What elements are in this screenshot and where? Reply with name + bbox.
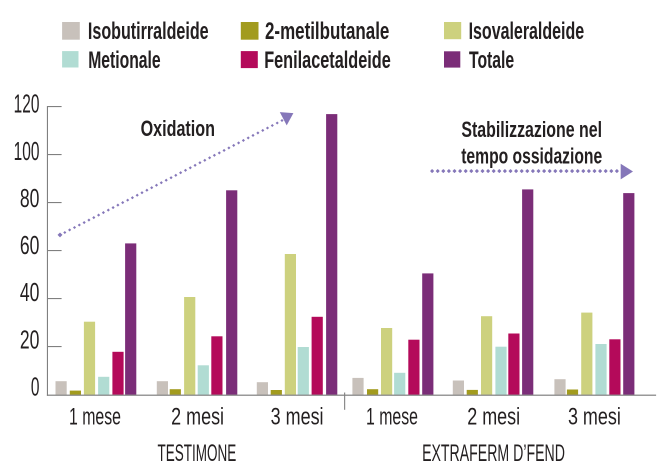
svg-text:80: 80 xyxy=(20,184,40,213)
svg-text:EXTRAFERM D’FEND: EXTRAFERM D’FEND xyxy=(422,440,565,467)
svg-text:Isobutirraldeide: Isobutirraldeide xyxy=(88,19,209,45)
svg-text:60: 60 xyxy=(20,231,40,260)
svg-text:1 mese: 1 mese xyxy=(366,404,418,430)
svg-text:20: 20 xyxy=(20,325,40,354)
svg-text:Stabilizzazione nel: Stabilizzazione nel xyxy=(461,118,602,142)
svg-text:Metionale: Metionale xyxy=(88,48,160,74)
svg-text:100: 100 xyxy=(14,138,40,166)
svg-text:Isovaleraldeide: Isovaleraldeide xyxy=(469,19,585,45)
svg-text:3 mesi: 3 mesi xyxy=(568,404,621,430)
svg-text:Fenilacetaldeide: Fenilacetaldeide xyxy=(264,47,391,74)
svg-text:1 mese: 1 mese xyxy=(69,404,121,430)
svg-text:120: 120 xyxy=(14,91,40,119)
svg-text:tempo ossidazione: tempo ossidazione xyxy=(461,145,602,169)
svg-text:40: 40 xyxy=(20,278,40,307)
svg-text:2 mesi: 2 mesi xyxy=(171,404,224,430)
svg-text:Totale: Totale xyxy=(469,48,514,74)
svg-text:0: 0 xyxy=(31,374,40,402)
svg-text:2 mesi: 2 mesi xyxy=(467,404,520,430)
svg-text:Oxidation: Oxidation xyxy=(141,117,215,142)
svg-text:3 mesi: 3 mesi xyxy=(271,404,324,430)
svg-text:TESTIMONE: TESTIMONE xyxy=(157,440,236,467)
svg-text:2-metilbutanale: 2-metilbutanale xyxy=(265,18,389,45)
